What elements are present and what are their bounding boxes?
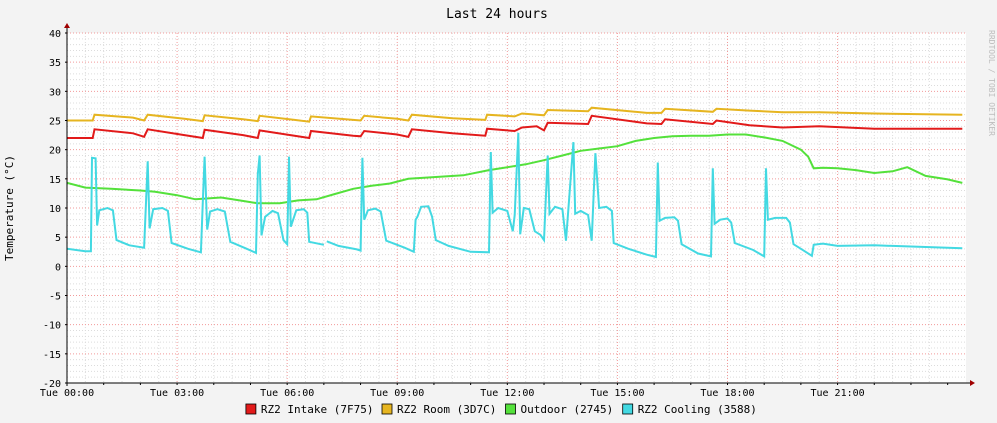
y-axis-label: Temperature (°C) (3, 155, 16, 261)
series-line-1 (67, 106, 963, 123)
y-tick-label: -15 (43, 350, 61, 361)
series-line-0 (67, 114, 963, 140)
y-tick-label: 40 (49, 29, 61, 40)
y-tick-label: 10 (49, 204, 61, 215)
chart-title: Last 24 hours (446, 7, 548, 22)
x-tick-label: Tue 12:00 (480, 388, 534, 399)
y-axis-arrow (64, 23, 70, 28)
x-tick-label: Tue 15:00 (590, 388, 644, 399)
y-tick-label: -20 (43, 379, 61, 390)
y-tick-label: 20 (49, 146, 61, 157)
y-tick-label: 25 (49, 117, 61, 128)
series-line-2 (67, 133, 963, 205)
y-tick-label: 15 (49, 175, 61, 186)
y-tick-label: -5 (49, 292, 61, 303)
y-tick-labels: -20 -15 -10 -5 0 5 10 15 20 25 30 35 40 (43, 29, 61, 390)
legend-swatch-0 (245, 403, 257, 415)
x-tick-labels: Tue 00:00 Tue 03:00 Tue 06:00 Tue 09:00 Tue … (40, 388, 865, 399)
legend-swatch-3 (622, 403, 634, 415)
x-tick-label: Tue 21:00 (810, 388, 864, 399)
plot-area (67, 33, 966, 383)
x-tick-label: Tue 18:00 (700, 388, 754, 399)
x-tick-label: Tue 06:00 (260, 388, 314, 399)
y-tick-label: 30 (49, 87, 61, 98)
x-tick-label: Tue 03:00 (150, 388, 204, 399)
x-tick-label: Tue 00:00 (40, 388, 94, 399)
x-tick-label: Tue 09:00 (370, 388, 424, 399)
legend-swatch-1 (381, 403, 393, 415)
watermark: RRDTOOL / TOBI OETIKER (987, 30, 996, 136)
series-layer (67, 106, 963, 259)
y-tick-label: -10 (43, 321, 61, 332)
legend-label-1: RZ2 Room (3D7C) (397, 403, 496, 416)
series-line-3 (67, 132, 963, 259)
legend: RZ2 Intake (7F75) RZ2 Room (3D7C) Outdoor … (245, 403, 757, 416)
y-tick-label: 5 (55, 233, 61, 244)
axes (64, 23, 975, 386)
x-axis-arrow (970, 380, 975, 386)
legend-label-0: RZ2 Intake (7F75) (261, 403, 374, 416)
y-tick-label: 35 (49, 58, 61, 69)
y-tick-label: 0 (55, 262, 61, 273)
legend-label-3: RZ2 Cooling (3588) (638, 403, 757, 416)
legend-swatch-2 (505, 403, 516, 415)
legend-label-2: Outdoor (2745) (521, 403, 614, 416)
